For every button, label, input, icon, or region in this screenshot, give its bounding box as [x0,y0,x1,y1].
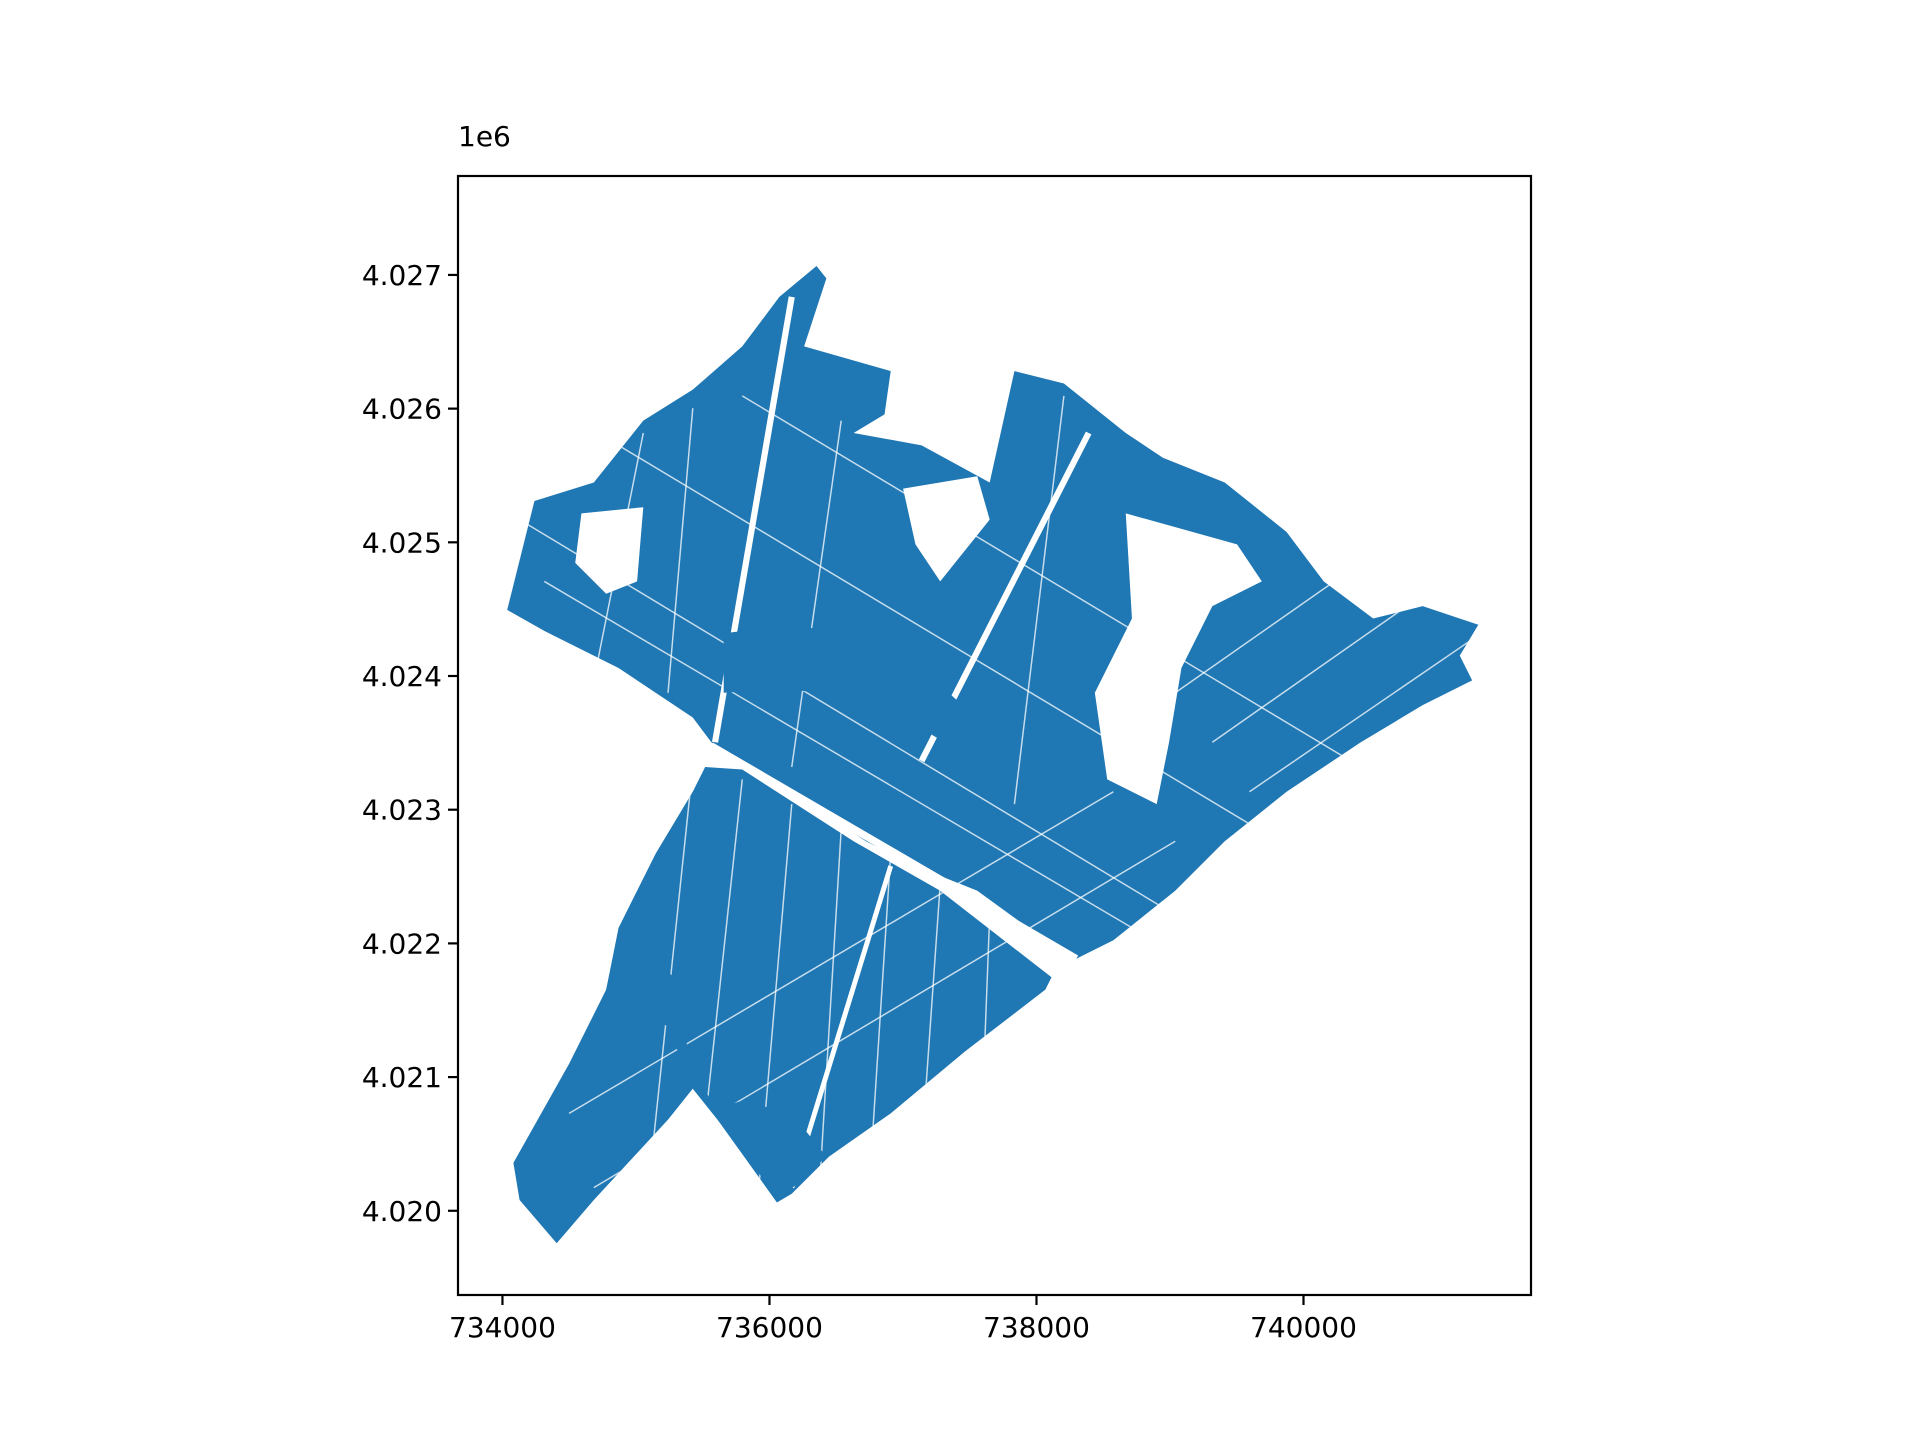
y-tick-label: 4.025 [362,526,442,559]
lake [606,950,827,1200]
street [593,432,645,681]
x-tick-label: 740000 [1250,1311,1357,1344]
y-tick-label: 4.021 [362,1061,442,1094]
street [791,420,842,768]
x-tick-label: 738000 [983,1311,1090,1344]
open-area [903,476,990,582]
main-road [709,742,1079,962]
street [543,580,1238,991]
y-tick-label: 4.024 [362,660,442,693]
y-tick-label: 4.027 [362,259,442,292]
x-tick-label: 736000 [716,1311,823,1344]
land-area [507,265,1479,959]
street [667,408,694,693]
main-road [789,865,894,1189]
y-tick-label: 4.022 [362,927,442,960]
open-area [575,507,644,594]
street [1013,395,1065,805]
street [1249,630,1479,793]
land-area [513,767,1052,1244]
axes-frame [456,174,1533,1297]
map [507,265,1479,1244]
x-tick-label: 734000 [449,1311,556,1344]
offset-label: 1e6 [458,120,511,153]
open-area [1094,513,1262,805]
y-tick-label: 4.023 [362,794,442,827]
street [568,791,1114,1115]
y-tick-label: 4.026 [362,393,442,426]
street [741,395,1424,805]
lake [723,624,963,740]
y-tick-label: 4.020 [362,1195,442,1228]
